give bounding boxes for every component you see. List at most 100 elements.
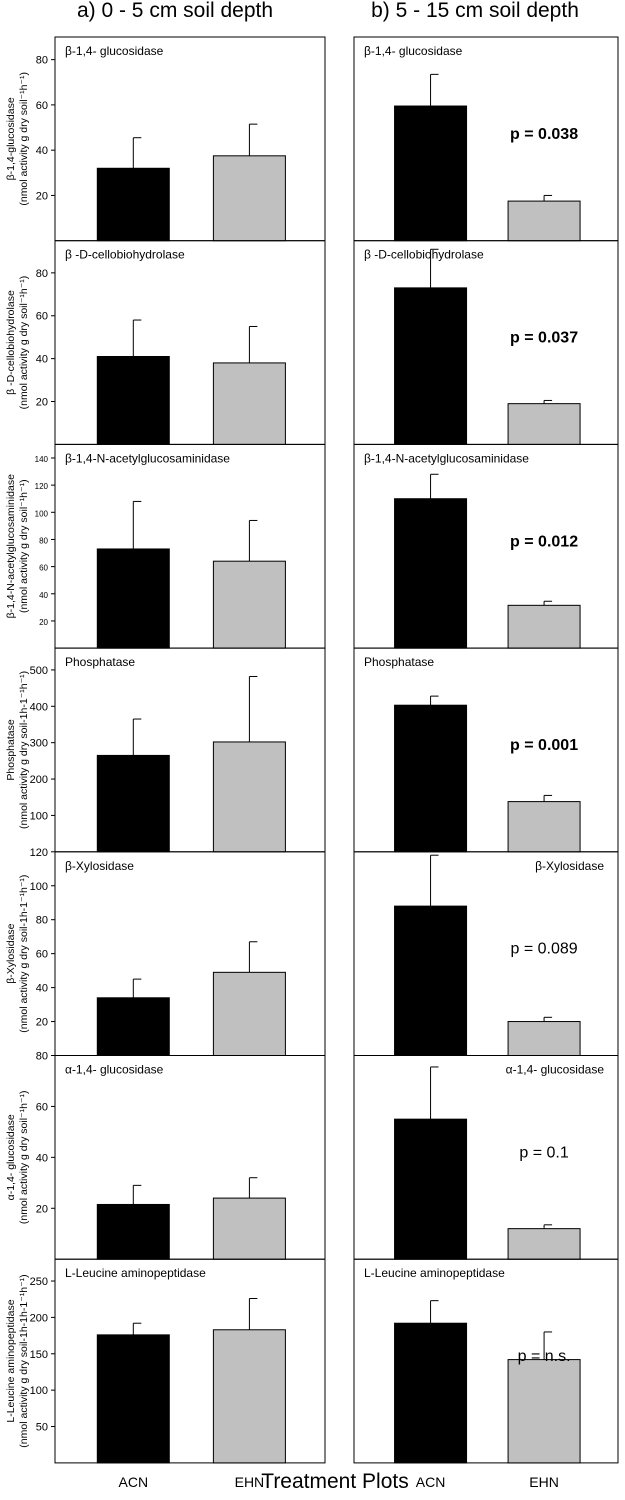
panel-frame	[54, 1258, 326, 1464]
panel: 100 200 300 400 500 Phosphatase	[30, 647, 326, 853]
panel: 20 40 60 80 β -D-cellobiohydrolase	[36, 240, 326, 445]
ehn-bar	[507, 1359, 581, 1464]
panel-enzyme-label: β-1,4-N-acetylglucosaminidase	[65, 451, 230, 465]
panel: β-1,4-N-acetylglucosaminidase p = 0.012	[353, 443, 619, 649]
p-value: p = 0.089	[510, 941, 577, 958]
acn-bar	[96, 1203, 170, 1260]
ehn-bar	[507, 1228, 581, 1260]
p-value: p = 0.1	[519, 1144, 568, 1161]
column-title-5-15cm: b) 5 - 15 cm soil depth	[371, 0, 579, 22]
y-tick-label: 40	[36, 1152, 48, 1164]
panel: 20 40 60 80 100 120 140 β-1,4-N-acetylglucosami…	[35, 443, 326, 649]
y-axis-label: α-1,4- glucosidase(nmol activity g dry s…	[5, 1091, 30, 1225]
y-axis-label: Phosphatase(nmol activity g dry soil-1h-…	[5, 671, 30, 829]
y-axis-label-line: (nmol activity g dry soil-1h-1⁻¹h⁻¹)	[18, 671, 30, 829]
panel: β-Xylosidase p = 0.089	[353, 851, 619, 1056]
y-tick-label: 400	[30, 701, 48, 713]
ehn-bar	[212, 741, 286, 853]
panel-enzyme-label: β-Xylosidase	[65, 859, 134, 873]
panel: Phosphatase p = 0.001	[353, 647, 619, 853]
column-title-0-5cm: a) 0 - 5 cm soil depth	[77, 0, 273, 22]
panel-grid: β-1,4-glucosidase(nmol activity g dry so…	[5, 36, 619, 1464]
y-axis-label-line: Phosphatase	[5, 719, 17, 780]
ehn-bar	[212, 971, 286, 1057]
y-axis-label: β-Xylosidase(nmol activity g dry soil-1h…	[5, 875, 30, 1033]
category-label-ehn: EHN	[235, 1474, 265, 1490]
panel: 50 100 150 200 250 L-Leucine aminopeptidase	[30, 1258, 326, 1464]
enzyme-row: β -D-cellobiohydrolase (nmol activity g d…	[5, 240, 619, 445]
y-axis-label: β-1,4-N-acetylglucosaminidase(nmol activ…	[5, 474, 30, 619]
y-tick-label: 100	[35, 509, 49, 518]
category-label-acn: ACN	[119, 1474, 149, 1490]
y-tick-label: 250	[30, 1276, 48, 1288]
acn-bar	[394, 1322, 468, 1464]
y-tick-label: 20	[36, 1017, 48, 1029]
y-axis-label-line: (nmol activity g dry soil⁻¹h⁻¹)	[18, 1091, 30, 1225]
panel: β -D-cellobiohydrolase p = 0.037	[353, 240, 619, 445]
y-tick-label: 200	[30, 774, 48, 786]
panel: β-1,4- glucosidase p = 0.038	[353, 36, 619, 242]
y-tick-label: 60	[36, 1101, 48, 1113]
enzyme-row: L-Leucine aminopeptidase (nmol activity g…	[5, 1258, 619, 1464]
y-axis-label-line: α-1,4- glucosidase	[5, 1114, 17, 1200]
ehn-bar	[212, 362, 286, 445]
y-axis-label-line: β-1,4-N-acetylglucosaminidase	[5, 474, 17, 619]
y-tick-label: 120	[35, 482, 49, 491]
y-axis-label-line: (nmol activity g dry soil⁻¹h⁻¹)	[18, 276, 30, 410]
panel-enzyme-label: β-1,4- glucosidase	[65, 44, 164, 58]
panel: 20 40 60 80 α-1,4- glucosidase	[36, 1051, 326, 1260]
panel-enzyme-label: Phosphatase	[364, 655, 434, 669]
y-tick-label: 200	[30, 1312, 48, 1324]
panel-enzyme-label: β -D-cellobiohydrolase	[364, 248, 484, 262]
p-value: p = 0.001	[510, 737, 578, 754]
panel-enzyme-label: Phosphatase	[65, 655, 135, 669]
panel-enzyme-label: L-Leucine aminopeptidase	[364, 1266, 505, 1280]
acn-bar	[394, 704, 468, 853]
ehn-bar	[507, 1021, 581, 1056]
y-tick-label: 500	[30, 665, 48, 677]
panel-enzyme-label: α-1,4- glucosidase	[65, 1063, 164, 1077]
y-tick-label: 100	[30, 1385, 48, 1397]
category-label-ehn: EHN	[529, 1474, 559, 1490]
y-tick-label: 40	[36, 354, 48, 366]
acn-bar	[394, 498, 468, 649]
y-tick-label: 60	[36, 311, 48, 323]
y-tick-label: 80	[36, 268, 48, 280]
y-tick-label: 140	[35, 455, 49, 464]
acn-bar	[394, 905, 468, 1056]
y-tick-label: 80	[39, 536, 48, 545]
panel-enzyme-label: L-Leucine aminopeptidase	[65, 1266, 206, 1280]
category-labels: ACN EHN ACN EHN	[119, 1474, 559, 1490]
y-tick-label: 50	[36, 1422, 48, 1434]
panel-enzyme-label: β-1,4-N-acetylglucosaminidase	[364, 451, 529, 465]
y-axis-label-line: (nmol activity g dry soil⁻¹h⁻¹)	[18, 72, 30, 206]
y-axis-label-line: (nmol activity g dry soil-1h-1⁻¹h⁻¹)	[18, 875, 30, 1033]
y-tick-label: 40	[36, 145, 48, 157]
ehn-bar	[212, 560, 286, 649]
enzyme-row: β-1,4-glucosidase(nmol activity g dry so…	[5, 36, 619, 242]
y-tick-label: 80	[36, 915, 48, 927]
y-tick-label: 40	[36, 983, 48, 995]
y-axis-label-line: (nmol activity g dry soil-1h-1h-1⁻¹h⁻¹)	[18, 1274, 30, 1447]
acn-bar	[96, 548, 170, 649]
ehn-bar	[212, 155, 286, 242]
y-axis-label: β -D-cellobiohydrolase(nmol activity g d…	[5, 276, 30, 410]
acn-bar	[394, 287, 468, 445]
p-value: p = 0.012	[510, 533, 578, 550]
panel: 20 40 60 80 100 120 β-Xylosidase	[30, 847, 326, 1057]
y-tick-label: 40	[39, 591, 48, 600]
enzyme-row: β-1,4-N-acetylglucosaminidase(nmol activ…	[5, 443, 619, 649]
y-tick-label: 20	[36, 397, 48, 409]
panel-enzyme-label: β -D-cellobiohydrolase	[65, 248, 185, 262]
acn-bar	[394, 1118, 468, 1260]
y-tick-label: 120	[30, 847, 48, 859]
y-tick-label: 20	[36, 190, 48, 202]
p-value: p = 0.037	[510, 330, 578, 347]
p-value: p = n.s.	[518, 1348, 571, 1365]
y-tick-label: 100	[30, 810, 48, 822]
x-axis-title: Treatment Plots	[261, 1470, 408, 1493]
y-axis-label-line: β-1,4-glucosidase	[5, 97, 17, 180]
y-axis-label: β-1,4-glucosidase(nmol activity g dry so…	[5, 72, 30, 206]
ehn-bar	[507, 604, 581, 649]
